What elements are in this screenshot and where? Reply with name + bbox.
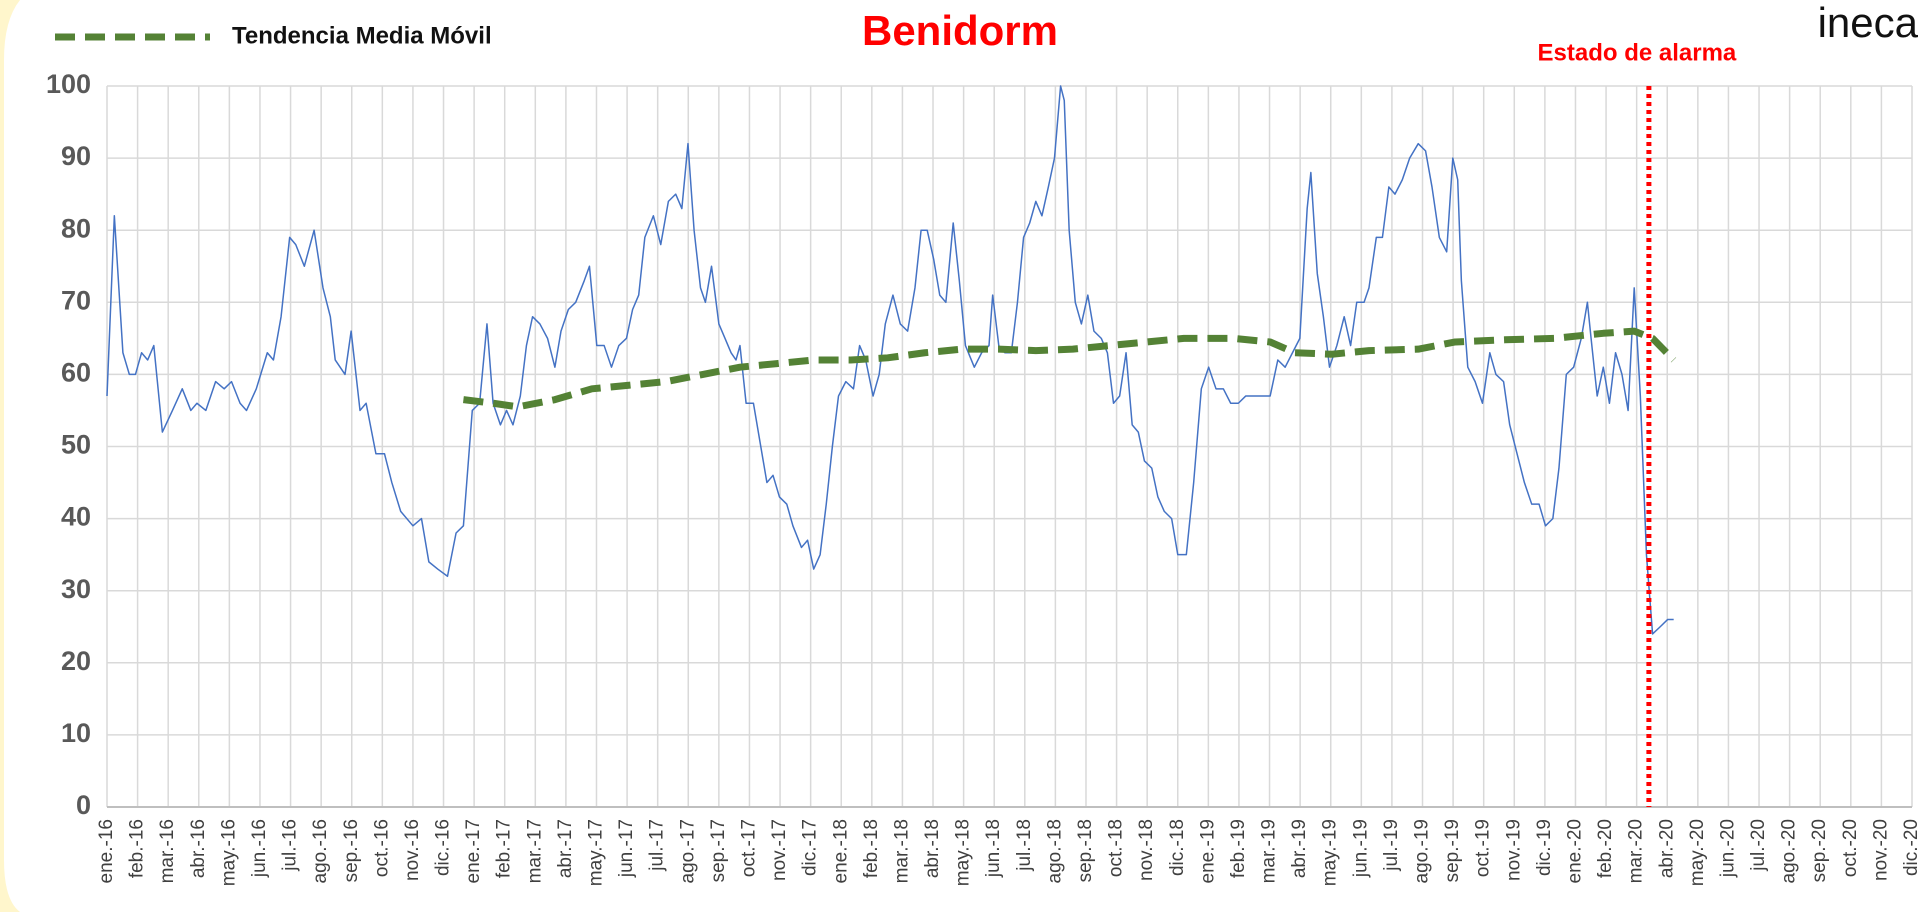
x-tick-label: ago.-19 [1412, 819, 1433, 883]
x-tick-label: ago.-20 [1779, 819, 1800, 883]
x-tick-label: abr.-19 [1289, 819, 1310, 878]
x-tick-label: ene.-17 [463, 819, 484, 883]
x-tick-label: jul.-20 [1748, 819, 1769, 872]
x-tick-label: jul.-16 [280, 819, 301, 872]
x-tick-label: dic.-16 [433, 819, 454, 876]
x-tick-label: nov.-19 [1503, 819, 1524, 881]
annotation: Estado de alarma [1538, 39, 1737, 66]
x-tick-label: ene.-16 [96, 819, 117, 883]
chart-title: Benidorm [862, 7, 1058, 54]
x-tick-label: may.-16 [218, 819, 239, 886]
x-tick-label: feb.-18 [861, 819, 882, 878]
x-tick-label: jul.-18 [1014, 819, 1035, 872]
y-tick-label: 10 [61, 718, 91, 748]
x-tick-label: may.-19 [1320, 819, 1341, 886]
x-tick-label: dic.-17 [800, 819, 821, 876]
logo: ineca [1818, 0, 1919, 46]
x-tick-label: jul.-17 [647, 819, 668, 872]
x-tick-label: mar.-16 [157, 819, 178, 883]
x-tick-label: nov.-18 [1136, 819, 1157, 881]
x-tick-label: feb.-16 [127, 819, 148, 878]
x-tick-label: abr.-20 [1656, 819, 1677, 878]
x-tick-label: jun.-20 [1717, 819, 1738, 878]
x-tick-label: jun.-16 [249, 819, 270, 878]
y-tick-label: 0 [76, 790, 91, 820]
y-tick-label: 80 [61, 213, 91, 243]
x-tick-label: may.-17 [586, 819, 607, 886]
x-tick-label: oct.-18 [1106, 819, 1127, 877]
x-tick-label: mar.-17 [524, 819, 545, 883]
x-tick-label: dic.-20 [1901, 819, 1922, 876]
x-tick-label: oct.-19 [1473, 819, 1494, 877]
x-tick-label: nov.-20 [1870, 819, 1891, 881]
x-tick-label: mar.-18 [891, 819, 912, 883]
x-tick-label: sep.-20 [1809, 819, 1830, 882]
x-tick-label: feb.-17 [494, 819, 515, 878]
legend-label: Tendencia Media Móvil [232, 22, 492, 49]
x-tick-label: feb.-20 [1595, 819, 1616, 878]
frame-edge [0, 0, 20, 912]
series-line [462, 327, 1677, 411]
y-tick-label: 40 [61, 502, 91, 532]
x-tick-label: ago.-16 [310, 819, 331, 883]
x-tick-label: may.-20 [1687, 819, 1708, 886]
x-tick-label: abr.-16 [188, 819, 209, 878]
x-tick-label: abr.-18 [922, 819, 943, 878]
series-line [106, 85, 1674, 635]
x-tick-label: oct.-20 [1840, 819, 1861, 877]
y-tick-label: 60 [61, 358, 91, 388]
y-tick-label: 20 [61, 646, 91, 676]
x-tick-label: sep.-18 [1075, 819, 1096, 882]
x-tick-label: jun.-18 [983, 819, 1004, 878]
y-tick-label: 90 [61, 141, 91, 171]
x-tick-label: ago.-17 [677, 819, 698, 883]
y-tick-label: 50 [61, 430, 91, 460]
x-tick-label: feb.-19 [1228, 819, 1249, 878]
x-tick-label: sep.-17 [708, 819, 729, 882]
x-tick-label: jun.-19 [1350, 819, 1371, 878]
x-tick-label: sep.-19 [1442, 819, 1463, 882]
x-tick-label: ago.-18 [1044, 819, 1065, 883]
x-tick-label: jul.-19 [1381, 819, 1402, 872]
x-tick-label: mar.-19 [1259, 819, 1280, 883]
x-tick-label: may.-18 [953, 819, 974, 886]
y-tick-label: 70 [61, 285, 91, 315]
x-tick-label: dic.-19 [1534, 819, 1555, 876]
x-tick-label: jun.-17 [616, 819, 637, 878]
x-tick-label: ene.-19 [1197, 819, 1218, 883]
y-tick-label: 100 [46, 69, 91, 99]
x-tick-label: nov.-17 [769, 819, 790, 881]
x-tick-label: abr.-17 [555, 819, 576, 878]
x-tick-label: mar.-20 [1626, 819, 1647, 883]
x-tick-label: oct.-17 [738, 819, 759, 877]
x-tick-label: ene.-20 [1564, 819, 1585, 883]
y-tick-label: 30 [61, 574, 91, 604]
x-tick-label: nov.-16 [402, 819, 423, 881]
x-tick-label: dic.-18 [1167, 819, 1188, 876]
x-tick-label: ene.-18 [830, 819, 851, 883]
x-tick-label: sep.-16 [341, 819, 362, 882]
x-tick-label: oct.-16 [371, 819, 392, 877]
